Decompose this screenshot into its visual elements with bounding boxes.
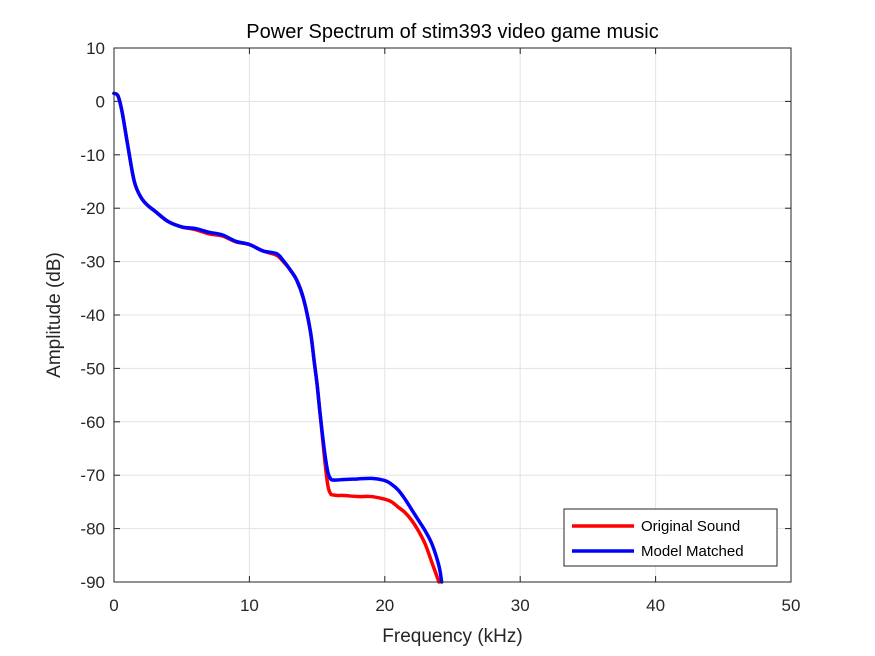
y-tick-label: -40 xyxy=(80,306,105,325)
x-tick-label: 40 xyxy=(646,596,665,615)
y-axis-label: Amplitude (dB) xyxy=(44,252,65,378)
y-tick-label: 10 xyxy=(86,39,105,58)
x-tick-label: 20 xyxy=(375,596,394,615)
y-tick-label: -10 xyxy=(80,146,105,165)
x-tick-label: 30 xyxy=(511,596,530,615)
y-tick-label: -50 xyxy=(80,359,105,378)
legend-label-original-sound: Original Sound xyxy=(641,518,740,535)
legend: Original Sound Model Matched xyxy=(563,508,778,567)
series-layer xyxy=(112,91,444,584)
x-tick-label: 50 xyxy=(782,596,801,615)
x-tick-label: 10 xyxy=(240,596,259,615)
y-tick-label: 0 xyxy=(96,92,105,111)
grid xyxy=(114,48,791,582)
y-tick-label: -90 xyxy=(80,573,105,592)
x-tick-label: 0 xyxy=(109,596,118,615)
y-tick-label: -60 xyxy=(80,413,105,432)
ticks: 0 10 20 30 40 50 10 0 -10 -20 -30 -40 -50 -60 -70 -80 -9… xyxy=(80,39,800,615)
y-tick-label: -70 xyxy=(80,466,105,485)
y-tick-label: -80 xyxy=(80,520,105,539)
y-tick-label: -20 xyxy=(80,199,105,218)
y-tick-label: -30 xyxy=(80,253,105,272)
series-line-model-matched xyxy=(112,91,444,584)
x-axis-label: Frequency (kHz) xyxy=(382,626,522,647)
legend-box xyxy=(563,508,778,567)
legend-label-model-matched: Model Matched xyxy=(641,543,744,560)
chart-title: Power Spectrum of stim393 video game mus… xyxy=(246,21,658,43)
